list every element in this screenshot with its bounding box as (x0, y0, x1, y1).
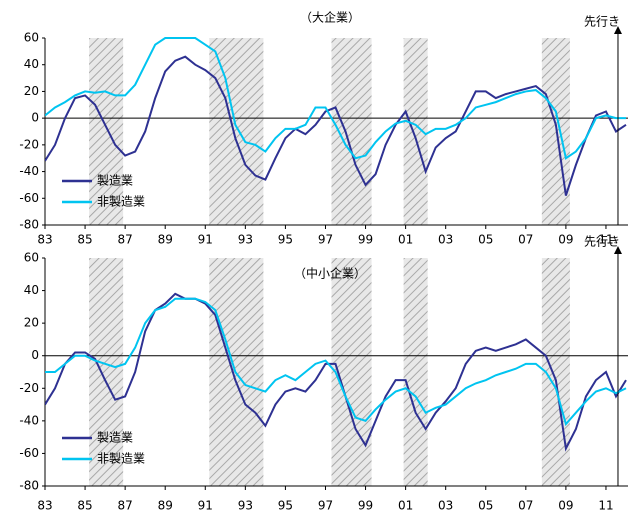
x-tick-label: 99 (358, 499, 373, 513)
y-tick-label: -40 (19, 164, 39, 178)
y-tick-label: 0 (31, 348, 39, 362)
series-line (45, 297, 627, 427)
x-tick-label: 91 (198, 499, 213, 513)
x-tick-label: 83 (37, 233, 52, 247)
x-tick-label: 97 (318, 233, 333, 247)
series-line (45, 55, 627, 196)
x-tick-label: 99 (358, 233, 373, 247)
x-tick-label: 89 (158, 499, 173, 513)
x-tick-label: 05 (478, 499, 493, 513)
shaded-period (89, 258, 124, 486)
shaded-period (89, 38, 124, 225)
chart: -80 -60 -40 -20 0 20 40 60 83 85 87 89 91 93 95 97 99 01 0… (19, 235, 628, 513)
legend-label: 製造業 (97, 431, 133, 445)
x-tick-label: 89 (158, 233, 173, 247)
x-tick-label: 87 (117, 233, 132, 247)
y-tick-label: -20 (19, 381, 39, 395)
shaded-period (331, 38, 372, 225)
y-tick-label: 20 (24, 84, 39, 98)
chart-title: （大企業） (300, 10, 360, 25)
x-tick-label: 11 (598, 233, 613, 247)
series-line (45, 37, 626, 160)
chart-title: （中小企業） (294, 266, 366, 281)
y-tick-label: 20 (24, 316, 39, 330)
x-tick-label: 87 (117, 499, 132, 513)
y-tick-label: 60 (24, 31, 39, 45)
shaded-period (403, 258, 428, 486)
x-tick-label: 03 (438, 233, 453, 247)
x-tick-label: 07 (518, 499, 533, 513)
forecast-label: 先行き (584, 235, 620, 249)
shaded-period (209, 38, 264, 225)
y-tick-label: -80 (19, 218, 39, 232)
legend-label: 非製造業 (97, 452, 145, 466)
x-tick-label: 85 (77, 233, 92, 247)
x-tick-label: 01 (398, 499, 413, 513)
x-tick-label: 95 (278, 499, 293, 513)
x-tick-label: 97 (318, 499, 333, 513)
x-tick-label: 07 (518, 233, 533, 247)
y-tick-label: -60 (19, 191, 39, 205)
x-tick-label: 83 (37, 499, 52, 513)
chart: -80 -60 -40 -20 0 20 40 60 83 85 87 89 91 93 95 97 99 01 0… (19, 10, 628, 247)
x-tick-label: 01 (398, 233, 413, 247)
x-tick-label: 95 (278, 233, 293, 247)
y-tick-label: -40 (19, 413, 39, 427)
x-tick-label: 03 (438, 499, 453, 513)
x-tick-label: 05 (478, 233, 493, 247)
x-tick-label: 93 (238, 499, 253, 513)
y-tick-label: 60 (24, 251, 39, 265)
forecast-label: 先行き (584, 15, 620, 29)
x-tick-label: 91 (198, 233, 213, 247)
y-tick-label: 40 (24, 283, 39, 297)
x-tick-label: 09 (558, 499, 573, 513)
legend-label: 非製造業 (97, 195, 145, 209)
legend-label: 製造業 (97, 174, 133, 188)
x-tick-label: 11 (598, 499, 613, 513)
y-tick-label: 40 (24, 57, 39, 71)
x-tick-label: 85 (77, 499, 92, 513)
y-tick-label: 0 (31, 111, 39, 125)
y-tick-label: -80 (19, 479, 39, 493)
y-tick-label: -20 (19, 137, 39, 151)
series-line (45, 292, 627, 452)
y-tick-label: -60 (19, 446, 39, 460)
x-tick-label: 93 (238, 233, 253, 247)
x-tick-label: 09 (558, 233, 573, 247)
